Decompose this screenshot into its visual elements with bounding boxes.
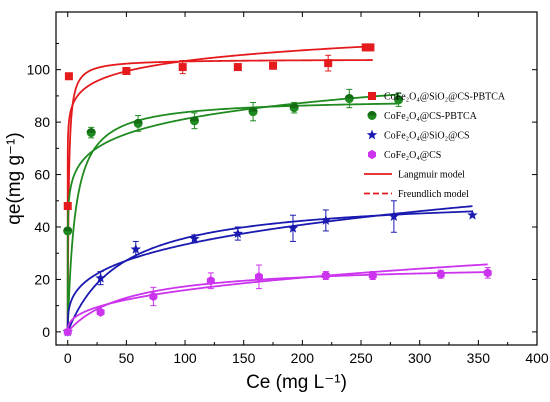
x-tick-label: 350 xyxy=(467,350,491,366)
series-points xyxy=(63,264,492,337)
data-point xyxy=(287,222,299,233)
x-axis-title: Ce (mg L⁻¹) xyxy=(246,372,347,393)
data-point xyxy=(388,211,400,221)
data-point xyxy=(344,94,354,104)
y-tick-label: 100 xyxy=(27,62,51,78)
marker-half xyxy=(63,226,73,231)
marker-half xyxy=(394,95,404,100)
data-point xyxy=(206,276,215,286)
axes: 0 50 100 150 200 250 300 350 400 0 20 40 60 80 100 xyxy=(27,12,549,366)
data-point xyxy=(366,43,375,52)
legend-marker xyxy=(368,149,376,160)
y-tick-label: 40 xyxy=(34,219,50,235)
data-point xyxy=(436,269,445,279)
y-tick-label: 0 xyxy=(42,324,50,340)
y-axis-title: qe(mg g⁻¹) xyxy=(4,132,25,224)
data-point xyxy=(63,327,72,337)
legend-label: Freundlich model xyxy=(398,189,469,200)
legend-marker xyxy=(368,92,376,100)
freundlich-fit-curve xyxy=(66,93,399,332)
series-points xyxy=(63,88,404,236)
legend-label: CoFe₂O₄@SiO₂@CS-PBTCA xyxy=(384,92,506,103)
data-point xyxy=(233,63,242,72)
data-point xyxy=(130,243,142,254)
marker-half xyxy=(289,103,299,108)
langmuir-fit-curve xyxy=(66,102,399,332)
x-tick-label: 150 xyxy=(232,350,256,366)
y-tick-label: 60 xyxy=(34,167,50,183)
data-point xyxy=(95,272,106,283)
freundlich-fit-curve xyxy=(66,263,488,332)
series-points xyxy=(63,43,375,211)
data-point xyxy=(189,116,199,126)
data-point xyxy=(467,209,478,220)
data-point xyxy=(122,66,131,75)
x-tick-label: 0 xyxy=(64,350,72,366)
data-point xyxy=(232,228,244,239)
plot-frame xyxy=(55,11,538,346)
freundlich-fit-curve xyxy=(66,205,473,332)
legend-label: Langmuir model xyxy=(398,170,465,181)
data-point xyxy=(96,307,105,317)
langmuir-fit-curve xyxy=(66,271,488,333)
data-point xyxy=(64,72,73,81)
data-point xyxy=(289,103,299,113)
data-point xyxy=(320,214,332,225)
data-point xyxy=(368,270,377,281)
data-point xyxy=(269,61,278,70)
y-tick-label: 20 xyxy=(34,271,50,287)
data-point xyxy=(63,202,72,211)
data-point xyxy=(324,59,333,68)
legend: CoFe₂O₄@SiO₂@CS-PBTCA CoFe₂O₄@CS-PBTCA CoF… xyxy=(364,92,506,200)
legend-label: CoFe₂O₄@CS xyxy=(384,150,441,161)
data-point xyxy=(149,291,158,302)
data-point xyxy=(178,63,187,72)
x-tick-label: 50 xyxy=(119,350,135,366)
legend-label: CoFe₂O₄@SiO₂@CS xyxy=(384,131,470,142)
legend-label: CoFe₂O₄@CS-PBTCA xyxy=(384,111,478,122)
data-point xyxy=(394,95,404,105)
x-tick-label: 250 xyxy=(349,350,373,366)
data-point xyxy=(63,226,73,236)
data-point xyxy=(361,43,370,52)
data-point xyxy=(483,268,492,278)
data-point xyxy=(86,128,96,138)
y-tick-label: 80 xyxy=(34,114,50,130)
x-tick-label: 100 xyxy=(173,350,197,366)
marker-half xyxy=(189,116,199,121)
data-points xyxy=(62,43,492,337)
fit-curves xyxy=(66,45,488,333)
marker-half xyxy=(133,118,143,124)
freundlich-fit-curve xyxy=(66,45,373,332)
data-point xyxy=(254,272,263,282)
legend-marker xyxy=(366,129,378,140)
marker-half xyxy=(367,111,377,116)
data-point xyxy=(189,233,200,244)
legend-marker xyxy=(367,111,377,120)
x-tick-label: 200 xyxy=(291,350,315,366)
marker-half xyxy=(248,107,258,112)
marker-half xyxy=(86,128,96,133)
data-point xyxy=(248,107,258,117)
marker-half xyxy=(344,94,354,99)
langmuir-fit-curve xyxy=(66,59,373,332)
data-point xyxy=(321,270,330,281)
x-tick-label: 400 xyxy=(525,350,549,366)
data-point xyxy=(133,118,143,128)
x-tick-label: 300 xyxy=(408,350,432,366)
